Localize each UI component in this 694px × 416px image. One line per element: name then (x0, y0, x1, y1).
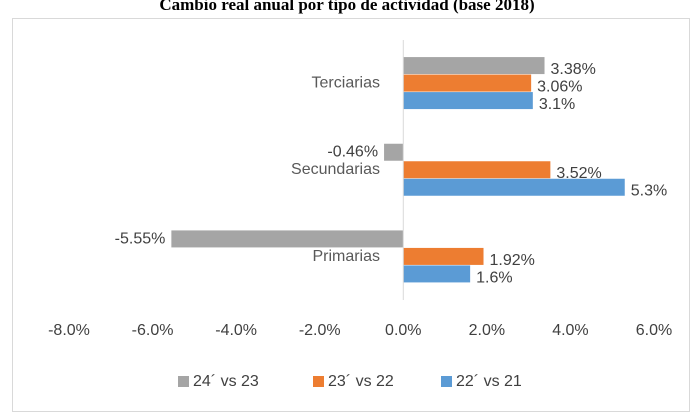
legend-swatch (441, 376, 452, 387)
x-tick-label: 6.0% (636, 322, 672, 339)
data-label: 3.52% (556, 165, 601, 182)
x-tick-label: 4.0% (552, 322, 588, 339)
bar (384, 143, 404, 161)
data-label: -5.55% (115, 230, 166, 247)
category-label: Terciarias (312, 75, 380, 92)
bar (403, 265, 471, 283)
bar (403, 247, 484, 265)
data-label: 3.1% (539, 96, 575, 113)
category-label: Secundarias (291, 161, 380, 178)
x-tick-label: -2.0% (299, 322, 341, 339)
legend-label: 22´ vs 21 (456, 373, 522, 390)
bar (171, 230, 404, 248)
x-tick-label: -4.0% (215, 322, 257, 339)
bar (403, 74, 532, 92)
legend-swatch (178, 376, 189, 387)
bar (403, 92, 533, 110)
chart-title: Cambio real anual por tipo de actividad … (159, 0, 534, 14)
x-tick-label: -6.0% (132, 322, 174, 339)
data-label: -0.46% (327, 144, 378, 161)
x-tick-label: -8.0% (48, 322, 90, 339)
x-tick-label: 2.0% (469, 322, 505, 339)
data-label: 1.6% (476, 269, 512, 286)
bar (403, 178, 625, 196)
bar (403, 57, 545, 75)
bar (403, 161, 551, 179)
data-label: 1.92% (490, 252, 535, 269)
category-label: Primarias (312, 248, 380, 265)
legend-label: 23´ vs 22 (328, 373, 394, 390)
chart-border (12, 18, 690, 412)
data-label: 3.06% (537, 79, 582, 96)
data-label: 3.38% (551, 61, 596, 78)
legend-swatch (313, 376, 324, 387)
legend-label: 24´ vs 23 (193, 373, 259, 390)
data-label: 5.3% (631, 183, 667, 200)
x-tick-label: 0.0% (385, 322, 421, 339)
